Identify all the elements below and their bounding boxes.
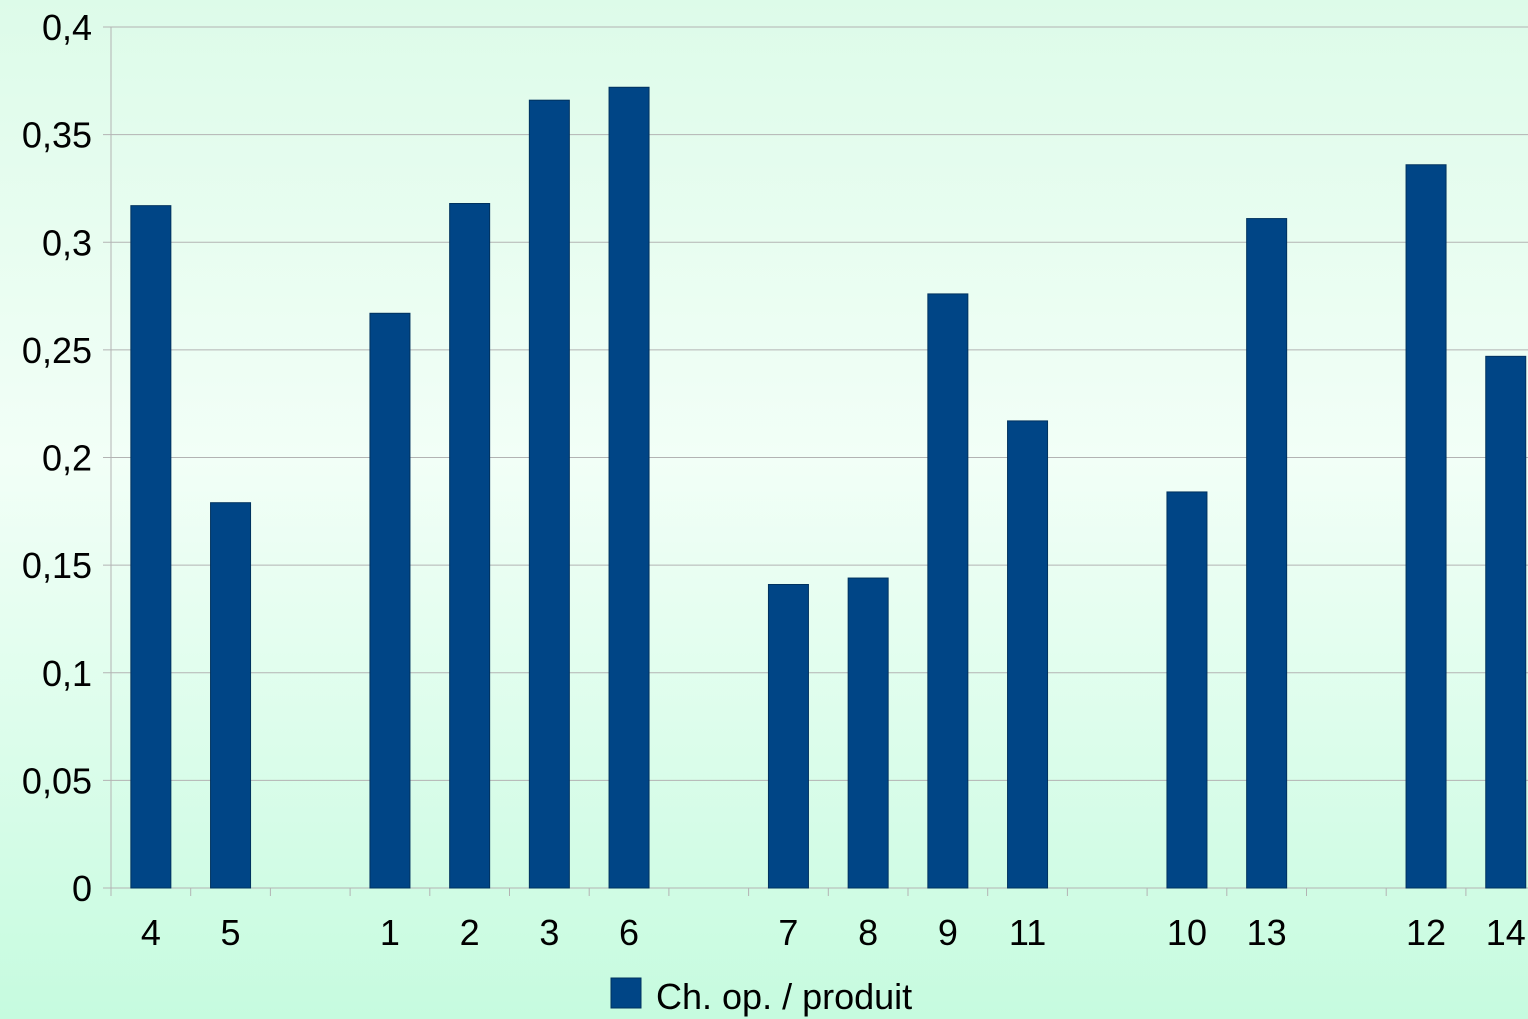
y-tick-label: 0,2 <box>42 438 92 479</box>
x-tick-label: 14 <box>1486 912 1526 953</box>
x-tick-label: 6 <box>619 912 639 953</box>
bar <box>130 205 172 889</box>
y-tick-label: 0,3 <box>42 222 92 263</box>
bar <box>1485 355 1527 889</box>
y-tick-label: 0,25 <box>22 330 92 371</box>
bar <box>369 312 411 889</box>
bar <box>927 293 969 889</box>
x-tick-label: 8 <box>858 912 878 953</box>
bar <box>528 99 570 889</box>
bar <box>210 502 252 889</box>
legend: Ch. op. / produit <box>610 976 912 1017</box>
x-tick-label: 13 <box>1247 912 1287 953</box>
x-tick-label: 7 <box>778 912 798 953</box>
bar <box>608 86 650 889</box>
y-tick-label: 0,35 <box>22 115 92 156</box>
y-tick-label: 0,4 <box>42 7 92 48</box>
bar <box>449 203 491 889</box>
x-tick-label: 4 <box>141 912 161 953</box>
y-tick-label: 0,1 <box>42 653 92 694</box>
x-tick-label: 11 <box>1009 912 1046 953</box>
legend-swatch <box>610 977 642 1009</box>
y-tick-label: 0 <box>72 868 92 909</box>
bar <box>1405 164 1447 889</box>
y-tick-label: 0,05 <box>22 760 92 801</box>
axes <box>103 26 1528 896</box>
x-tick-label: 12 <box>1406 912 1446 953</box>
bars <box>130 86 1527 889</box>
x-tick-label: 10 <box>1167 912 1207 953</box>
x-tick-label: 1 <box>380 912 400 953</box>
bar <box>767 583 809 889</box>
bar <box>847 577 889 889</box>
bar <box>1166 491 1208 889</box>
y-tick-label: 0,15 <box>22 545 92 586</box>
bar <box>1246 218 1288 889</box>
grid-lines <box>111 26 1528 889</box>
x-tick-labels: 4 5 1 2 3 6 7 8 9 11 10 13 12 14 <box>141 912 1526 953</box>
legend-label: Ch. op. / produit <box>656 976 912 1017</box>
x-tick-label: 5 <box>221 912 241 953</box>
x-tick-label: 3 <box>539 912 559 953</box>
x-tick-label: 9 <box>938 912 958 953</box>
y-tick-labels: 0 0,05 0,1 0,15 0,2 0,25 0,3 0,35 0,4 <box>22 7 92 909</box>
bar <box>1007 420 1049 889</box>
x-tick-label: 2 <box>460 912 480 953</box>
